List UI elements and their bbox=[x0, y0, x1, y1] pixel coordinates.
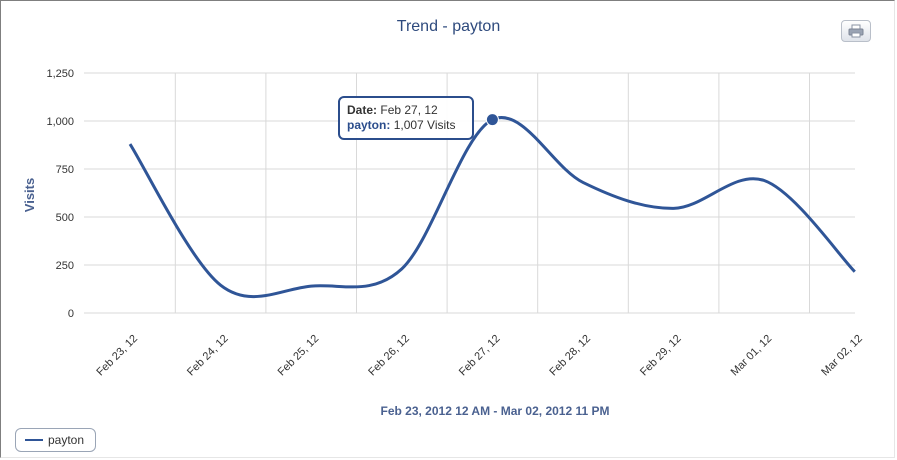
x-tick-label: Feb 25, 12 bbox=[276, 333, 322, 379]
x-axis-title: Feb 23, 2012 12 AM - Mar 02, 2012 11 PM bbox=[380, 404, 610, 418]
print-button[interactable] bbox=[841, 20, 871, 42]
chart-title: Trend - payton bbox=[396, 18, 501, 35]
data-tooltip: Date: Feb 27, 12 payton: 1,007 Visits bbox=[338, 96, 474, 140]
x-tick-label: Feb 26, 12 bbox=[366, 333, 412, 379]
x-tick-label: Mar 01, 12 bbox=[729, 333, 775, 379]
tooltip-series-label: payton: bbox=[347, 118, 391, 132]
x-tick-label: Feb 23, 12 bbox=[94, 333, 140, 379]
x-tick-label: Mar 02, 12 bbox=[819, 333, 865, 379]
y-tick-label: 0 bbox=[68, 308, 74, 320]
y-tick-label: 750 bbox=[56, 164, 74, 176]
tooltip-series-value: 1,007 Visits bbox=[393, 118, 456, 132]
x-tick-label: Feb 28, 12 bbox=[547, 333, 593, 379]
x-axis-labels: Feb 23, 12 Feb 24, 12 Feb 25, 12 Feb 26, 12… bbox=[94, 333, 864, 379]
x-tick-label: Feb 24, 12 bbox=[185, 333, 231, 379]
y-tick-label: 500 bbox=[56, 212, 74, 224]
series-layer bbox=[128, 113, 856, 299]
x-tick-label: Feb 29, 12 bbox=[638, 333, 684, 379]
x-tick-label: Feb 27, 12 bbox=[457, 333, 503, 379]
highlighted-data-point[interactable] bbox=[485, 113, 499, 127]
series-line-payton[interactable] bbox=[128, 116, 856, 299]
y-tick-label: 1,250 bbox=[46, 68, 74, 80]
printer-icon bbox=[848, 24, 864, 38]
y-tick-label: 250 bbox=[56, 260, 74, 272]
y-axis-labels: 0 250 500 750 1,000 1,250 bbox=[46, 68, 74, 320]
y-tick-label: 1,000 bbox=[46, 116, 74, 128]
tooltip-date-value: Feb 27, 12 bbox=[380, 103, 438, 117]
y-axis-title: Visits bbox=[22, 178, 37, 212]
legend-swatch bbox=[25, 439, 43, 441]
legend-item-payton[interactable]: payton bbox=[15, 428, 96, 452]
legend-label: payton bbox=[48, 433, 85, 447]
tooltip-date-label: Date: bbox=[347, 103, 378, 117]
